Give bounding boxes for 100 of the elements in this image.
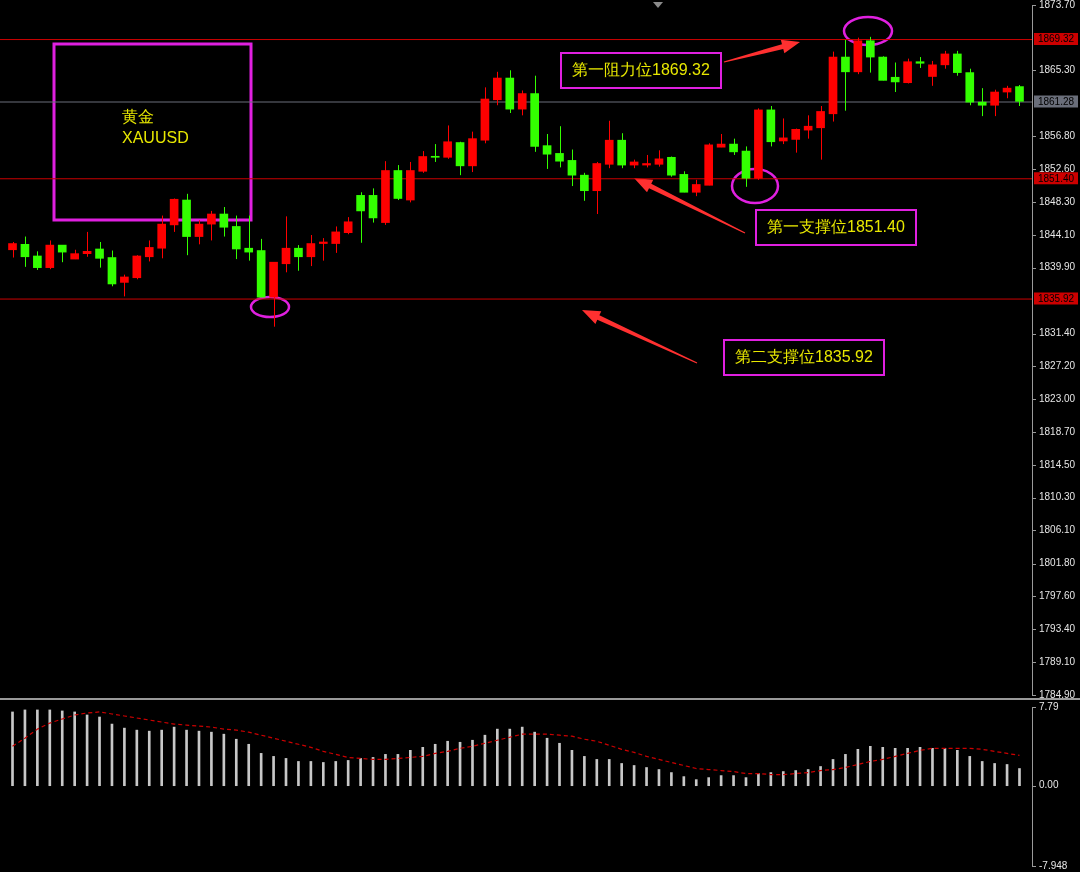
bar bbox=[732, 775, 735, 787]
bar bbox=[48, 709, 52, 787]
bar bbox=[993, 763, 996, 787]
bar bbox=[645, 767, 648, 787]
bar bbox=[185, 729, 188, 787]
annotation: 第一阻力位1869.32 bbox=[560, 52, 722, 89]
candlestick bbox=[120, 274, 129, 297]
y-tick-label: 1789.10 bbox=[1039, 656, 1076, 668]
bar bbox=[11, 711, 14, 787]
candlestick bbox=[878, 55, 888, 81]
candlestick bbox=[704, 142, 714, 186]
y-tick-label: 1793.40 bbox=[1039, 622, 1076, 634]
bar bbox=[446, 740, 449, 787]
y-tick-label: 1827.20 bbox=[1039, 360, 1076, 372]
bar bbox=[956, 750, 959, 787]
annotation: 第一支撑位1851.40 bbox=[755, 209, 917, 246]
bar bbox=[60, 710, 64, 787]
y-tick-label: 1818.70 bbox=[1039, 426, 1076, 438]
candlestick bbox=[8, 241, 17, 259]
candlestick bbox=[406, 161, 415, 203]
y-tick-label: 7.79 bbox=[1039, 700, 1059, 712]
candlestick bbox=[977, 87, 987, 117]
candlestick bbox=[418, 150, 428, 174]
ref-line-label: 1835.92 bbox=[1037, 292, 1075, 304]
bar bbox=[819, 766, 822, 787]
bar bbox=[868, 745, 872, 787]
candlestick bbox=[132, 254, 142, 280]
candlestick bbox=[617, 132, 626, 169]
candlestick bbox=[965, 68, 975, 106]
candlestick bbox=[443, 124, 452, 160]
bar bbox=[334, 761, 338, 787]
bar bbox=[123, 727, 126, 787]
bar bbox=[409, 750, 412, 787]
bar bbox=[620, 763, 623, 787]
candlestick bbox=[1015, 84, 1024, 107]
candlestick bbox=[754, 107, 763, 181]
y-tick-label: 1856.80 bbox=[1039, 130, 1076, 142]
bar bbox=[607, 759, 611, 787]
y-tick-label: 1873.70 bbox=[1039, 0, 1076, 10]
candlestick bbox=[580, 172, 589, 202]
bar bbox=[496, 728, 499, 787]
bar bbox=[471, 739, 474, 787]
bar bbox=[508, 728, 512, 787]
candlestick bbox=[505, 69, 515, 114]
bar bbox=[234, 738, 238, 787]
bar bbox=[931, 747, 934, 787]
bar bbox=[433, 743, 437, 787]
y-tick-label: 1810.30 bbox=[1039, 491, 1076, 503]
candlestick bbox=[45, 239, 55, 270]
bar bbox=[247, 743, 251, 787]
bar bbox=[147, 730, 151, 787]
ref-line-label: 1861.28 bbox=[1037, 95, 1075, 107]
y-tick-label: 1865.30 bbox=[1039, 64, 1076, 76]
annotation: 第二支撑位1835.92 bbox=[723, 339, 885, 376]
y-tick-label: 1848.30 bbox=[1039, 196, 1076, 208]
bar bbox=[321, 762, 325, 787]
candlestick bbox=[33, 250, 42, 271]
candlestick bbox=[343, 216, 353, 235]
candlestick bbox=[691, 179, 701, 197]
bar bbox=[670, 772, 673, 787]
y-tick-label: 1806.10 bbox=[1039, 524, 1076, 536]
candlestick bbox=[517, 89, 527, 116]
bar bbox=[359, 758, 362, 787]
bar bbox=[73, 711, 76, 787]
candlestick bbox=[667, 156, 676, 178]
bar bbox=[98, 716, 101, 787]
candlestick bbox=[144, 239, 154, 262]
candlestick bbox=[816, 105, 825, 161]
candlestick bbox=[865, 36, 875, 74]
candlestick bbox=[356, 191, 365, 244]
bar bbox=[135, 729, 139, 787]
candlestick bbox=[791, 128, 801, 154]
candlestick bbox=[915, 56, 925, 69]
y-tick-label: 1801.80 bbox=[1039, 557, 1076, 569]
candlestick bbox=[294, 244, 303, 272]
y-tick-label: 1814.50 bbox=[1039, 458, 1076, 470]
candlestick bbox=[841, 39, 850, 112]
bar bbox=[533, 731, 536, 787]
y-tick-label: 1839.90 bbox=[1039, 261, 1076, 273]
bar bbox=[794, 770, 798, 787]
candlestick bbox=[953, 50, 962, 77]
bar bbox=[384, 754, 387, 787]
ref-line-label: 1869.32 bbox=[1037, 33, 1075, 45]
bar bbox=[707, 777, 711, 787]
candlestick bbox=[493, 71, 502, 106]
candlestick bbox=[990, 89, 999, 117]
bar bbox=[421, 746, 425, 787]
text: XAUUSD bbox=[122, 129, 189, 147]
candlestick bbox=[70, 249, 79, 260]
bar bbox=[1018, 768, 1021, 787]
bar bbox=[272, 756, 275, 787]
candlestick bbox=[157, 215, 167, 259]
y-tick-label: 0.00 bbox=[1039, 779, 1059, 791]
candlestick bbox=[182, 193, 191, 256]
y-tick-label: 1797.60 bbox=[1039, 590, 1076, 602]
bar bbox=[346, 760, 350, 787]
candlestick bbox=[231, 215, 241, 260]
bar bbox=[968, 756, 972, 787]
bar bbox=[781, 771, 785, 787]
text: 黄金 bbox=[122, 107, 154, 127]
